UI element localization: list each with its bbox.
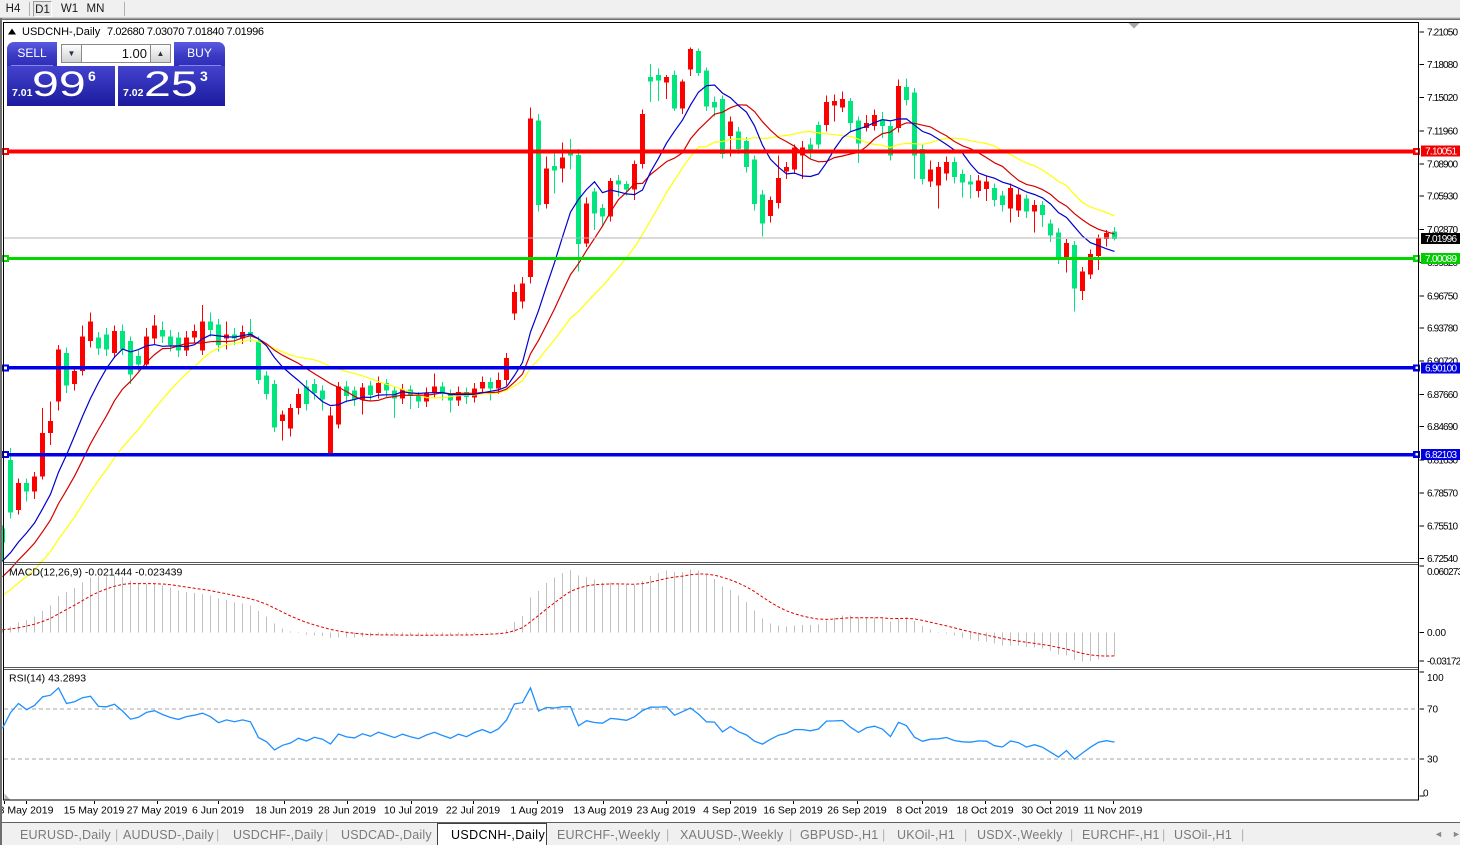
svg-text:7.11960: 7.11960 <box>1427 126 1458 137</box>
svg-text:USDCNH-,Daily: USDCNH-,Daily <box>22 26 101 38</box>
svg-text:7.15020: 7.15020 <box>1427 93 1458 104</box>
svg-text:6.90100: 6.90100 <box>1425 364 1457 375</box>
svg-text:13 Aug 2019: 13 Aug 2019 <box>574 805 633 817</box>
svg-text:6.93780: 6.93780 <box>1427 324 1458 335</box>
svg-text:70: 70 <box>1427 705 1439 716</box>
svg-text:18 Oct 2019: 18 Oct 2019 <box>956 805 1013 817</box>
svg-text:22 Jul 2019: 22 Jul 2019 <box>446 805 500 817</box>
svg-text:7.10051: 7.10051 <box>1425 147 1457 158</box>
svg-text:11 Nov 2019: 11 Nov 2019 <box>1084 805 1143 817</box>
svg-text:7.05930: 7.05930 <box>1427 192 1458 203</box>
svg-text:100: 100 <box>1427 673 1444 684</box>
svg-text:10 Jul 2019: 10 Jul 2019 <box>384 805 438 817</box>
svg-text:30 Oct 2019: 30 Oct 2019 <box>1021 805 1078 817</box>
svg-text:-0.031725: -0.031725 <box>1427 657 1460 668</box>
svg-text:26 Sep 2019: 26 Sep 2019 <box>827 805 887 817</box>
svg-text:6.90720: 6.90720 <box>1427 357 1458 368</box>
svg-text:15 May 2019: 15 May 2019 <box>64 805 125 817</box>
svg-text:4 Sep 2019: 4 Sep 2019 <box>703 805 757 817</box>
svg-text:27 May 2019: 27 May 2019 <box>127 805 188 817</box>
svg-text:6.84690: 6.84690 <box>1427 422 1458 433</box>
svg-text:0.060273: 0.060273 <box>1427 567 1460 578</box>
svg-text:18 Jun 2019: 18 Jun 2019 <box>255 805 313 817</box>
svg-text:0.00: 0.00 <box>1427 628 1446 639</box>
svg-text:7.08900: 7.08900 <box>1427 160 1458 171</box>
svg-text:6.78570: 6.78570 <box>1427 489 1458 500</box>
svg-text:7.18080: 7.18080 <box>1427 60 1458 71</box>
svg-text:6.96750: 6.96750 <box>1427 291 1458 302</box>
svg-text:0: 0 <box>1423 789 1429 800</box>
svg-text:28 Jun 2019: 28 Jun 2019 <box>318 805 376 817</box>
svg-text:7.00089: 7.00089 <box>1425 254 1457 265</box>
svg-text:6.82103: 6.82103 <box>1425 450 1457 461</box>
svg-text:7.01996: 7.01996 <box>1425 234 1457 245</box>
svg-text:30: 30 <box>1427 754 1439 765</box>
svg-text:6.81630: 6.81630 <box>1427 455 1458 466</box>
svg-text:RSI(14) 43.2893: RSI(14) 43.2893 <box>9 673 86 685</box>
svg-text:3 May 2019: 3 May 2019 <box>0 805 54 817</box>
svg-text:MACD(12,26,9) -0.021444 -0.023: MACD(12,26,9) -0.021444 -0.023439 <box>9 567 183 579</box>
svg-text:6.87660: 6.87660 <box>1427 390 1458 401</box>
svg-text:6.75510: 6.75510 <box>1427 522 1458 533</box>
svg-text:16 Sep 2019: 16 Sep 2019 <box>763 805 823 817</box>
svg-text:6.72540: 6.72540 <box>1427 554 1458 565</box>
svg-text:7.02870: 7.02870 <box>1427 225 1458 236</box>
svg-text:7.02680 7.03070 7.01840 7.0199: 7.02680 7.03070 7.01840 7.01996 <box>107 26 264 38</box>
svg-text:23 Aug 2019: 23 Aug 2019 <box>637 805 696 817</box>
svg-text:7.21050: 7.21050 <box>1427 28 1458 39</box>
svg-text:8 Oct 2019: 8 Oct 2019 <box>896 805 948 817</box>
svg-text:6 Jun 2019: 6 Jun 2019 <box>192 805 244 817</box>
svg-text:1 Aug 2019: 1 Aug 2019 <box>510 805 563 817</box>
